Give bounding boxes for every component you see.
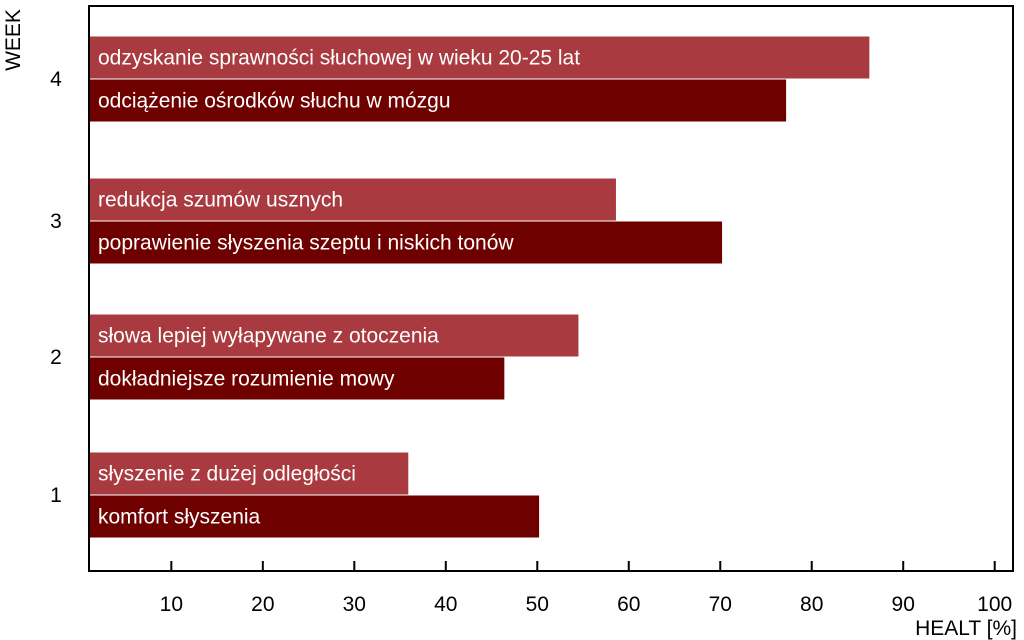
bar-label: dokładniejsze rozumienie mowy xyxy=(98,368,395,391)
x-tick-label: 30 xyxy=(343,593,366,616)
x-tick-label: 100 xyxy=(977,593,1012,616)
bar-week-1-series-1 xyxy=(90,452,409,495)
bar-label: odzyskanie sprawności słuchowej w wieku … xyxy=(98,47,580,70)
y-tick-label: 4 xyxy=(50,68,62,91)
x-tick-label: 40 xyxy=(434,593,457,616)
y-tick-label: 3 xyxy=(50,210,62,233)
y-tick-label: 2 xyxy=(50,346,62,369)
bar-week-2-series-1 xyxy=(90,314,579,357)
x-tick-label: 10 xyxy=(160,593,183,616)
bar-label: słyszenie z dużej odległości xyxy=(98,463,356,486)
bar-week-3-series-2 xyxy=(90,221,723,264)
x-tick-label: 50 xyxy=(526,593,549,616)
bar-label: odciążenie ośrodków słuchu w mózgu xyxy=(98,90,451,113)
bar-week-4-series-2 xyxy=(90,79,787,122)
bar-week-2-series-2 xyxy=(90,357,505,400)
x-axis-label: HEALT [%] xyxy=(915,617,1017,640)
x-tick-label: 60 xyxy=(617,593,640,616)
bar-label: komfort słyszenia xyxy=(98,506,261,529)
x-tick-label: 70 xyxy=(709,593,732,616)
bar-week-3-series-1 xyxy=(90,178,616,221)
bar-label: słowa lepiej wyłapywane z otoczenia xyxy=(98,325,439,348)
bars-layer: odzyskanie sprawności słuchowej w wieku … xyxy=(90,36,870,538)
axis-layer: 10 20 30 40 50 60 70 80 90 100 4 3 2 1 xyxy=(50,68,1012,616)
x-tick-label: 80 xyxy=(800,593,823,616)
bar-label: redukcja szumów usznych xyxy=(98,189,343,212)
y-axis-label: WEEK xyxy=(2,9,25,71)
plot-frame xyxy=(88,5,1014,572)
bar-week-1-series-2 xyxy=(90,495,540,538)
bar-week-4-series-1 xyxy=(90,36,870,79)
x-tick-label: 20 xyxy=(251,593,274,616)
x-tick-label: 90 xyxy=(892,593,915,616)
y-tick-label: 1 xyxy=(50,484,62,507)
bar-label: poprawienie słyszenia szeptu i niskich t… xyxy=(98,232,514,255)
